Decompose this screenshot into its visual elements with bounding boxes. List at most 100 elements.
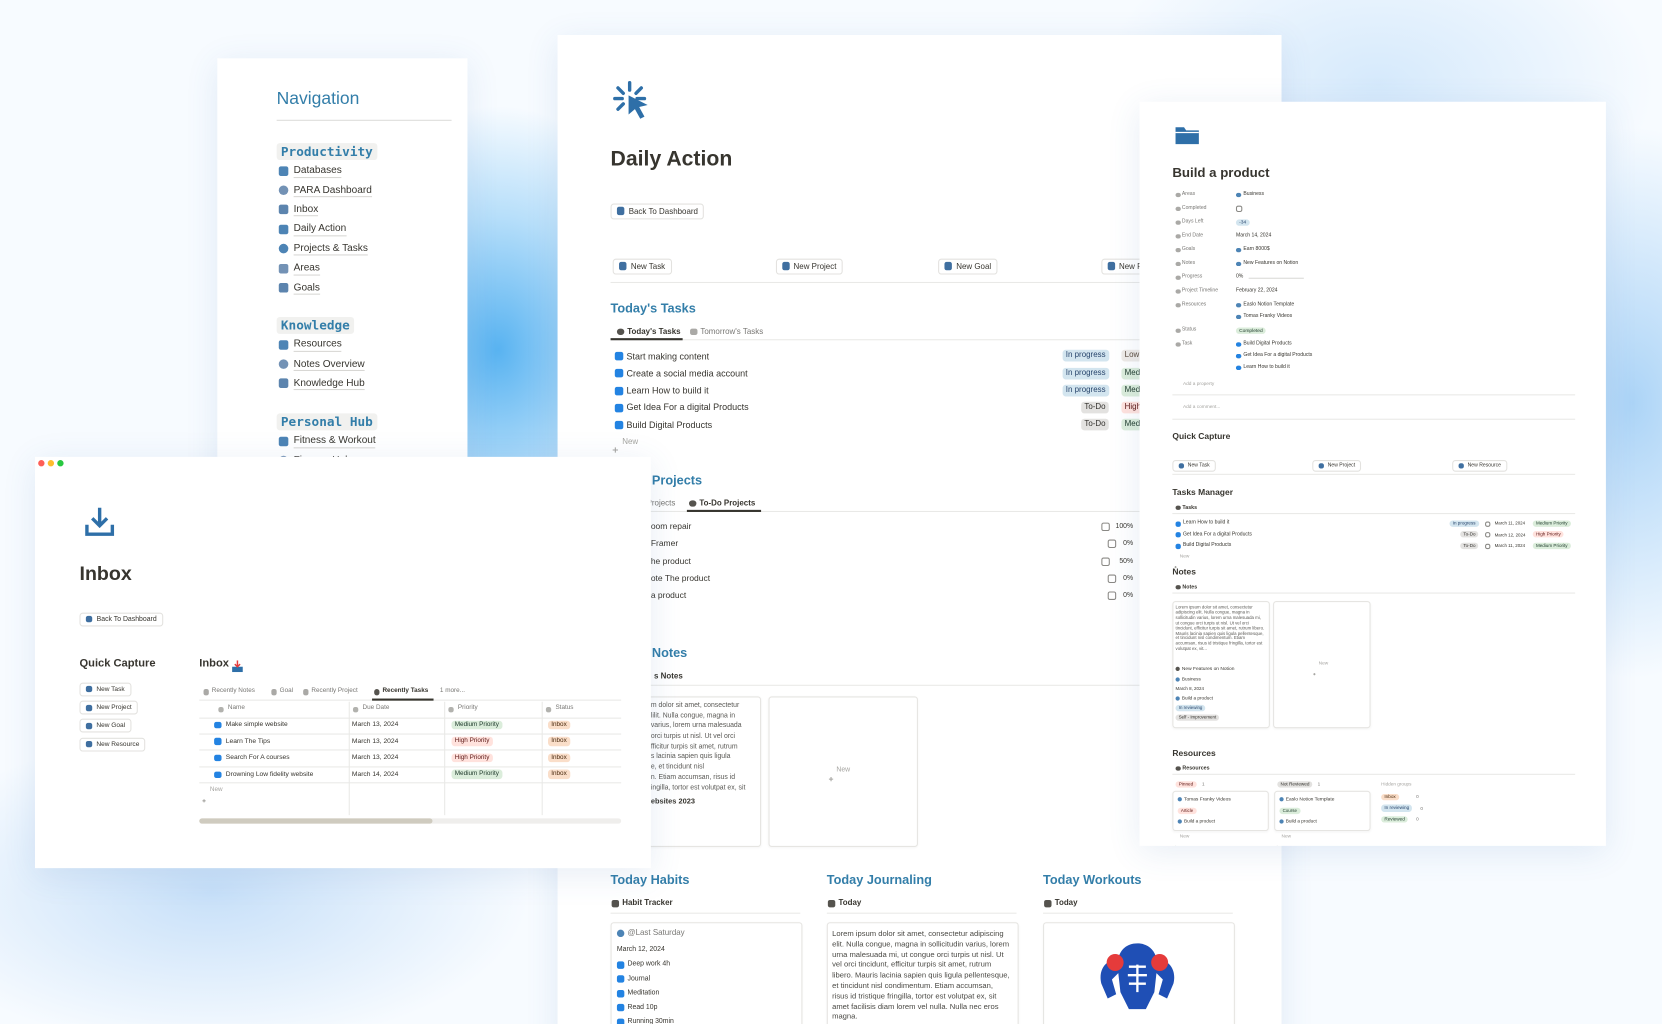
nav-link[interactable]: Databases bbox=[293, 164, 342, 178]
divider bbox=[826, 912, 1017, 914]
button-label: New Goal bbox=[96, 722, 126, 730]
task-status: In progress bbox=[1062, 367, 1109, 379]
tab: Recently Project bbox=[311, 688, 358, 695]
task-priority: High Priority bbox=[1532, 531, 1564, 538]
nav-link[interactable]: Daily Action bbox=[293, 223, 347, 237]
property-value: Easlo Notion Template bbox=[1243, 302, 1295, 308]
divider bbox=[1172, 394, 1576, 396]
task-name: Get Idea For a digital Products bbox=[1182, 531, 1252, 537]
checkbox bbox=[614, 369, 624, 383]
tab: Today's Tasks bbox=[627, 326, 681, 337]
divider bbox=[1172, 773, 1576, 775]
nav-link[interactable]: Resources bbox=[293, 338, 342, 352]
new-row: New bbox=[209, 786, 223, 794]
column-divider bbox=[348, 701, 350, 816]
project-name: oom repair bbox=[650, 521, 692, 532]
nav-link[interactable]: Goals bbox=[293, 281, 320, 295]
icon bbox=[303, 689, 309, 696]
section-title: Tasks Manager bbox=[1172, 487, 1234, 498]
status: Inbox bbox=[548, 736, 570, 747]
nav-link[interactable]: Knowledge Hub bbox=[293, 377, 365, 391]
nav-section: Knowledge bbox=[276, 316, 355, 334]
check bbox=[618, 970, 624, 975]
property-name: Status bbox=[1181, 327, 1197, 333]
checkbox bbox=[214, 754, 222, 769]
property-value: March 14, 2024 bbox=[1235, 233, 1272, 239]
due-date: March 13, 2024 bbox=[351, 720, 399, 729]
icon bbox=[1177, 797, 1182, 802]
icon bbox=[1175, 696, 1180, 701]
hidden-group: In reviewing bbox=[1381, 804, 1413, 812]
checkbox bbox=[1485, 520, 1491, 527]
nav-link[interactable]: Notes Overview bbox=[293, 357, 365, 371]
property-value: -34 bbox=[1235, 218, 1250, 226]
section-title: Resources bbox=[1172, 748, 1216, 758]
checkbox bbox=[1485, 543, 1491, 549]
nav-link[interactable]: PARA Dashboard bbox=[293, 183, 372, 198]
divider bbox=[276, 119, 452, 121]
button-icon bbox=[85, 722, 93, 730]
icon bbox=[278, 339, 289, 350]
checkbox bbox=[614, 403, 624, 417]
task-status: In progress bbox=[1449, 520, 1479, 527]
property-name: Task bbox=[1181, 341, 1193, 347]
icon bbox=[1279, 819, 1284, 824]
checkbox bbox=[1107, 574, 1117, 583]
button-label: New Goal bbox=[956, 261, 992, 271]
button-label: New Task bbox=[96, 685, 125, 694]
button-label: New R bbox=[1118, 261, 1143, 271]
quick-button: New Resource bbox=[1452, 460, 1508, 472]
tab-underline bbox=[686, 509, 762, 512]
task-status: To-Do bbox=[1081, 419, 1109, 431]
habit-item: Deep work 4h bbox=[627, 960, 671, 968]
checkbox bbox=[1235, 353, 1242, 368]
widget-card bbox=[610, 922, 803, 1024]
tab: Tasks bbox=[1182, 504, 1198, 511]
property-value: Completed bbox=[1235, 327, 1266, 335]
plus-icon-svg bbox=[1275, 845, 1279, 846]
button-label: New Project bbox=[96, 703, 132, 712]
icon bbox=[616, 328, 625, 336]
divider bbox=[199, 732, 622, 735]
icon bbox=[1235, 192, 1241, 198]
icon bbox=[690, 328, 698, 336]
checkbox bbox=[1485, 532, 1491, 538]
icon bbox=[271, 689, 278, 696]
task-name: Build Digital Products bbox=[626, 419, 713, 431]
page-title: Inbox bbox=[79, 561, 132, 584]
icon bbox=[1235, 247, 1241, 253]
icon bbox=[1235, 314, 1241, 320]
nav-link[interactable]: Fitness & Workout bbox=[293, 434, 376, 448]
group-count: 1 bbox=[1202, 781, 1205, 787]
checkbox bbox=[616, 989, 625, 1004]
hidden-groups: Hidden groups bbox=[1381, 781, 1412, 787]
icon bbox=[827, 899, 836, 907]
task-priority: Medium bbox=[1121, 419, 1157, 431]
page-icon bbox=[84, 506, 116, 538]
hidden-count: 0 bbox=[1416, 794, 1419, 800]
check bbox=[616, 377, 622, 383]
check bbox=[618, 984, 624, 989]
nav-link[interactable]: Inbox bbox=[293, 203, 319, 217]
journal-text: Lorem ipsum dolor sit amet, consectetur … bbox=[832, 928, 1010, 1022]
tab-underline bbox=[610, 338, 683, 341]
divider bbox=[610, 510, 1282, 512]
page-icon bbox=[613, 79, 655, 119]
nav-link[interactable]: Areas bbox=[293, 262, 320, 276]
nav-link[interactable]: Projects & Tasks bbox=[293, 242, 368, 256]
icon bbox=[1175, 302, 1181, 308]
property-name: Resources bbox=[1181, 302, 1207, 308]
button-icon bbox=[944, 262, 953, 270]
icon bbox=[1175, 233, 1181, 239]
button-icon bbox=[1107, 262, 1115, 270]
new-row: New bbox=[1179, 553, 1190, 559]
icon bbox=[448, 706, 454, 712]
status: Inbox bbox=[548, 753, 570, 763]
button-icon bbox=[85, 615, 93, 623]
check bbox=[616, 429, 622, 435]
resource-project: Build a product bbox=[1285, 818, 1317, 824]
icon bbox=[1177, 819, 1182, 824]
task-priority: High bbox=[1121, 401, 1145, 414]
task-date: March 11, 2024 bbox=[1494, 543, 1526, 549]
icon bbox=[1235, 261, 1241, 267]
